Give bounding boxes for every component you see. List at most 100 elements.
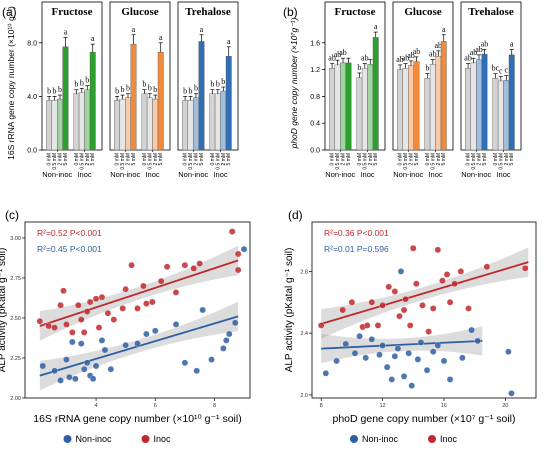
treatment-tick-label: 5 mM <box>226 153 232 166</box>
significance-letter: b <box>74 80 78 89</box>
data-point <box>220 345 227 352</box>
bar <box>198 41 205 151</box>
plot-frame <box>24 221 251 399</box>
data-point <box>36 317 44 325</box>
bar <box>397 69 404 151</box>
data-point <box>234 250 242 258</box>
treatment-tick-label: 2 mM <box>153 153 159 166</box>
treatment-tick-label: 0.5 mM <box>188 153 194 170</box>
data-point <box>181 359 189 367</box>
legend-label: Inoc <box>440 434 458 444</box>
facet-trehalose: Trehalose b 0 mM b 0.5 mM b 2 mM a 5 mM Non-inoc b… <box>177 1 239 179</box>
data-point <box>368 299 376 306</box>
data-point <box>385 283 392 291</box>
data-point <box>406 322 414 329</box>
data-point <box>60 287 67 295</box>
data-point <box>157 277 165 285</box>
data-point <box>408 382 415 389</box>
facet-trehalose: Trehalose ab 0 mM ab 0.5 mM ab 2 mM ab 5 mM Non-i… <box>460 1 522 179</box>
bar <box>465 68 472 151</box>
treatment-tick-label: 0.5 mM <box>215 153 221 170</box>
legend-label: Non-inoc <box>362 434 399 444</box>
significance-letter: ab <box>413 47 421 56</box>
group-label: Non-inoc <box>110 170 140 179</box>
significance-letter: b <box>80 78 84 87</box>
treatment-tick-label: 0.5 mM <box>79 153 85 170</box>
bar <box>146 97 153 151</box>
panel-label: (a) <box>2 5 17 19</box>
significance-letter: a <box>64 27 68 36</box>
significance-letter: a <box>227 37 231 46</box>
group-label: Non-inoc <box>178 170 208 179</box>
data-point <box>465 305 472 312</box>
data-point <box>333 357 340 365</box>
y-tick-label: 2.8 <box>300 269 308 275</box>
fit-line-non-inoc <box>321 339 483 350</box>
treatment-tick-label: 0 mM <box>142 153 148 166</box>
data-point <box>374 322 382 329</box>
data-point <box>181 261 189 269</box>
bar <box>367 64 374 151</box>
y-tick-label: 0.0 <box>27 148 37 155</box>
data-point <box>80 329 88 336</box>
data-point <box>388 376 396 383</box>
facet-frame <box>177 1 239 151</box>
bar <box>329 68 336 151</box>
panel-1: (b)phoD gene copy number (×10⁷g⁻¹) 0.0 0.4… <box>283 1 522 179</box>
bar <box>356 77 363 151</box>
bar <box>429 64 436 151</box>
significance-letter: b <box>194 84 198 93</box>
y-tick-label: 8.0 <box>27 40 37 47</box>
facet-glucose: Glucose b 0 mM b 0.5 mM b 2 mM a 5 mM Non-inoc b 0 … <box>109 1 171 179</box>
data-point <box>356 332 363 340</box>
data-point <box>98 293 106 301</box>
data-point <box>362 354 369 362</box>
x-tick-label: 16 <box>441 403 447 409</box>
data-point <box>107 365 115 373</box>
data-point <box>196 260 203 267</box>
data-point <box>439 277 446 284</box>
significance-letter: ab <box>481 40 489 49</box>
data-point <box>474 337 481 345</box>
x-tick-label: 6 <box>154 403 157 409</box>
data-point <box>128 261 135 269</box>
group-label: Inoc <box>145 170 159 179</box>
significance-letter: b <box>189 86 193 95</box>
data-point <box>78 316 85 323</box>
bar <box>125 97 131 151</box>
legend-marker <box>428 435 436 443</box>
significance-letter: b <box>58 85 62 94</box>
significance-letter: b <box>53 86 57 95</box>
data-point <box>459 354 466 362</box>
y-tick-label: 2.75 <box>10 276 21 282</box>
significance-letter: ab <box>429 50 437 59</box>
treatment-tick-label: 0 mM <box>74 153 80 166</box>
treatment-tick-label: 0.5 mM <box>120 153 126 170</box>
facet-title: Fructose <box>52 6 93 18</box>
bar <box>481 53 488 151</box>
data-point <box>75 301 82 309</box>
annotation-non-inoc: R²=0.45 P<0.001 <box>37 244 102 254</box>
y-tick-label: 0.8 <box>310 94 320 101</box>
data-point <box>414 356 422 363</box>
y-tick-label: 2.25 <box>10 356 21 362</box>
bar <box>78 92 85 151</box>
significance-letter: b <box>142 80 146 89</box>
significance-letter: a <box>132 25 136 34</box>
facet-title: Glucose <box>121 6 158 18</box>
data-point <box>231 319 239 327</box>
treatment-tick-label: 5 mM <box>509 153 515 166</box>
bar <box>492 78 499 151</box>
facet-frame <box>392 1 454 151</box>
data-point <box>396 312 403 320</box>
data-point <box>51 324 58 331</box>
y-axis-label: 16S rRNA gene copy number (×10¹⁰ g⁻¹) <box>6 6 16 160</box>
panel-2: (c) 4 6 8 2.00 2.25 2.50 2.75 3.00 R²=0.52 P<0.00… <box>0 208 251 444</box>
bar <box>157 51 164 151</box>
plot-frame <box>311 221 537 399</box>
data-point <box>86 298 94 306</box>
data-point <box>223 337 230 344</box>
bar <box>340 62 346 151</box>
data-point <box>376 351 383 359</box>
